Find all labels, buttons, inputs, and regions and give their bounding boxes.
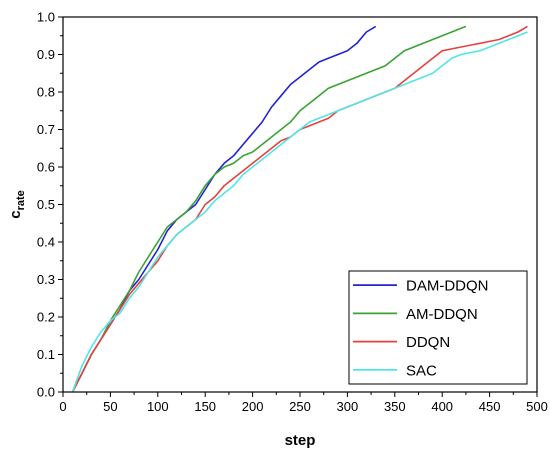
svg-text:crate: crate [7, 190, 27, 219]
legend: DAM-DDQN AM-DDQN DDQN SAC [348, 270, 528, 385]
x-tick-label: 200 [242, 399, 264, 414]
y-tick-label: 0.2 [37, 310, 55, 325]
x-tick-label: 0 [59, 399, 66, 414]
x-tick-label: 150 [194, 399, 216, 414]
y-tick-label: 0.0 [37, 385, 55, 400]
y-tick-label: 0.1 [37, 347, 55, 362]
x-tick-label: 300 [337, 399, 359, 414]
y-axis-title-main: c [7, 210, 24, 218]
series-line-dam-ddqn [71, 25, 377, 393]
x-tick-label: 250 [289, 399, 311, 414]
legend-box [348, 270, 528, 385]
y-axis-title: crate [7, 190, 27, 219]
y-axis-title-subscript: rate [15, 190, 27, 210]
legend-label-dam-ddqn: DAM-DDQN [406, 278, 489, 295]
y-tick-label: 0.7 [37, 122, 55, 137]
x-tick-label: 350 [384, 399, 406, 414]
x-axis-title: step [285, 432, 316, 449]
legend-label-ddqn: DDQN [406, 334, 450, 351]
series-line-am-ddqn [71, 25, 467, 393]
series-line-sac [71, 31, 528, 393]
axis-ticks: 0 50 100 150 200 250 300 350 400 450 500 0.0 0.1 0.2 0… [37, 10, 548, 415]
y-tick-label: 0.5 [37, 197, 55, 212]
y-tick-label: 1.0 [37, 10, 55, 25]
y-tick-label: 0.3 [37, 272, 55, 287]
x-tick-label: 400 [431, 399, 453, 414]
legend-label-sac: SAC [406, 362, 437, 379]
x-tick-label: 450 [479, 399, 501, 414]
legend-label-am-ddqn: AM-DDQN [406, 306, 478, 323]
plot-area [71, 25, 528, 393]
y-tick-label: 0.8 [37, 85, 55, 100]
x-tick-label: 500 [526, 399, 548, 414]
x-tick-label: 50 [103, 399, 117, 414]
x-tick-label: 100 [147, 399, 169, 414]
y-tick-label: 0.9 [37, 47, 55, 62]
y-tick-label: 0.4 [37, 235, 55, 250]
y-tick-label: 0.6 [37, 160, 55, 175]
